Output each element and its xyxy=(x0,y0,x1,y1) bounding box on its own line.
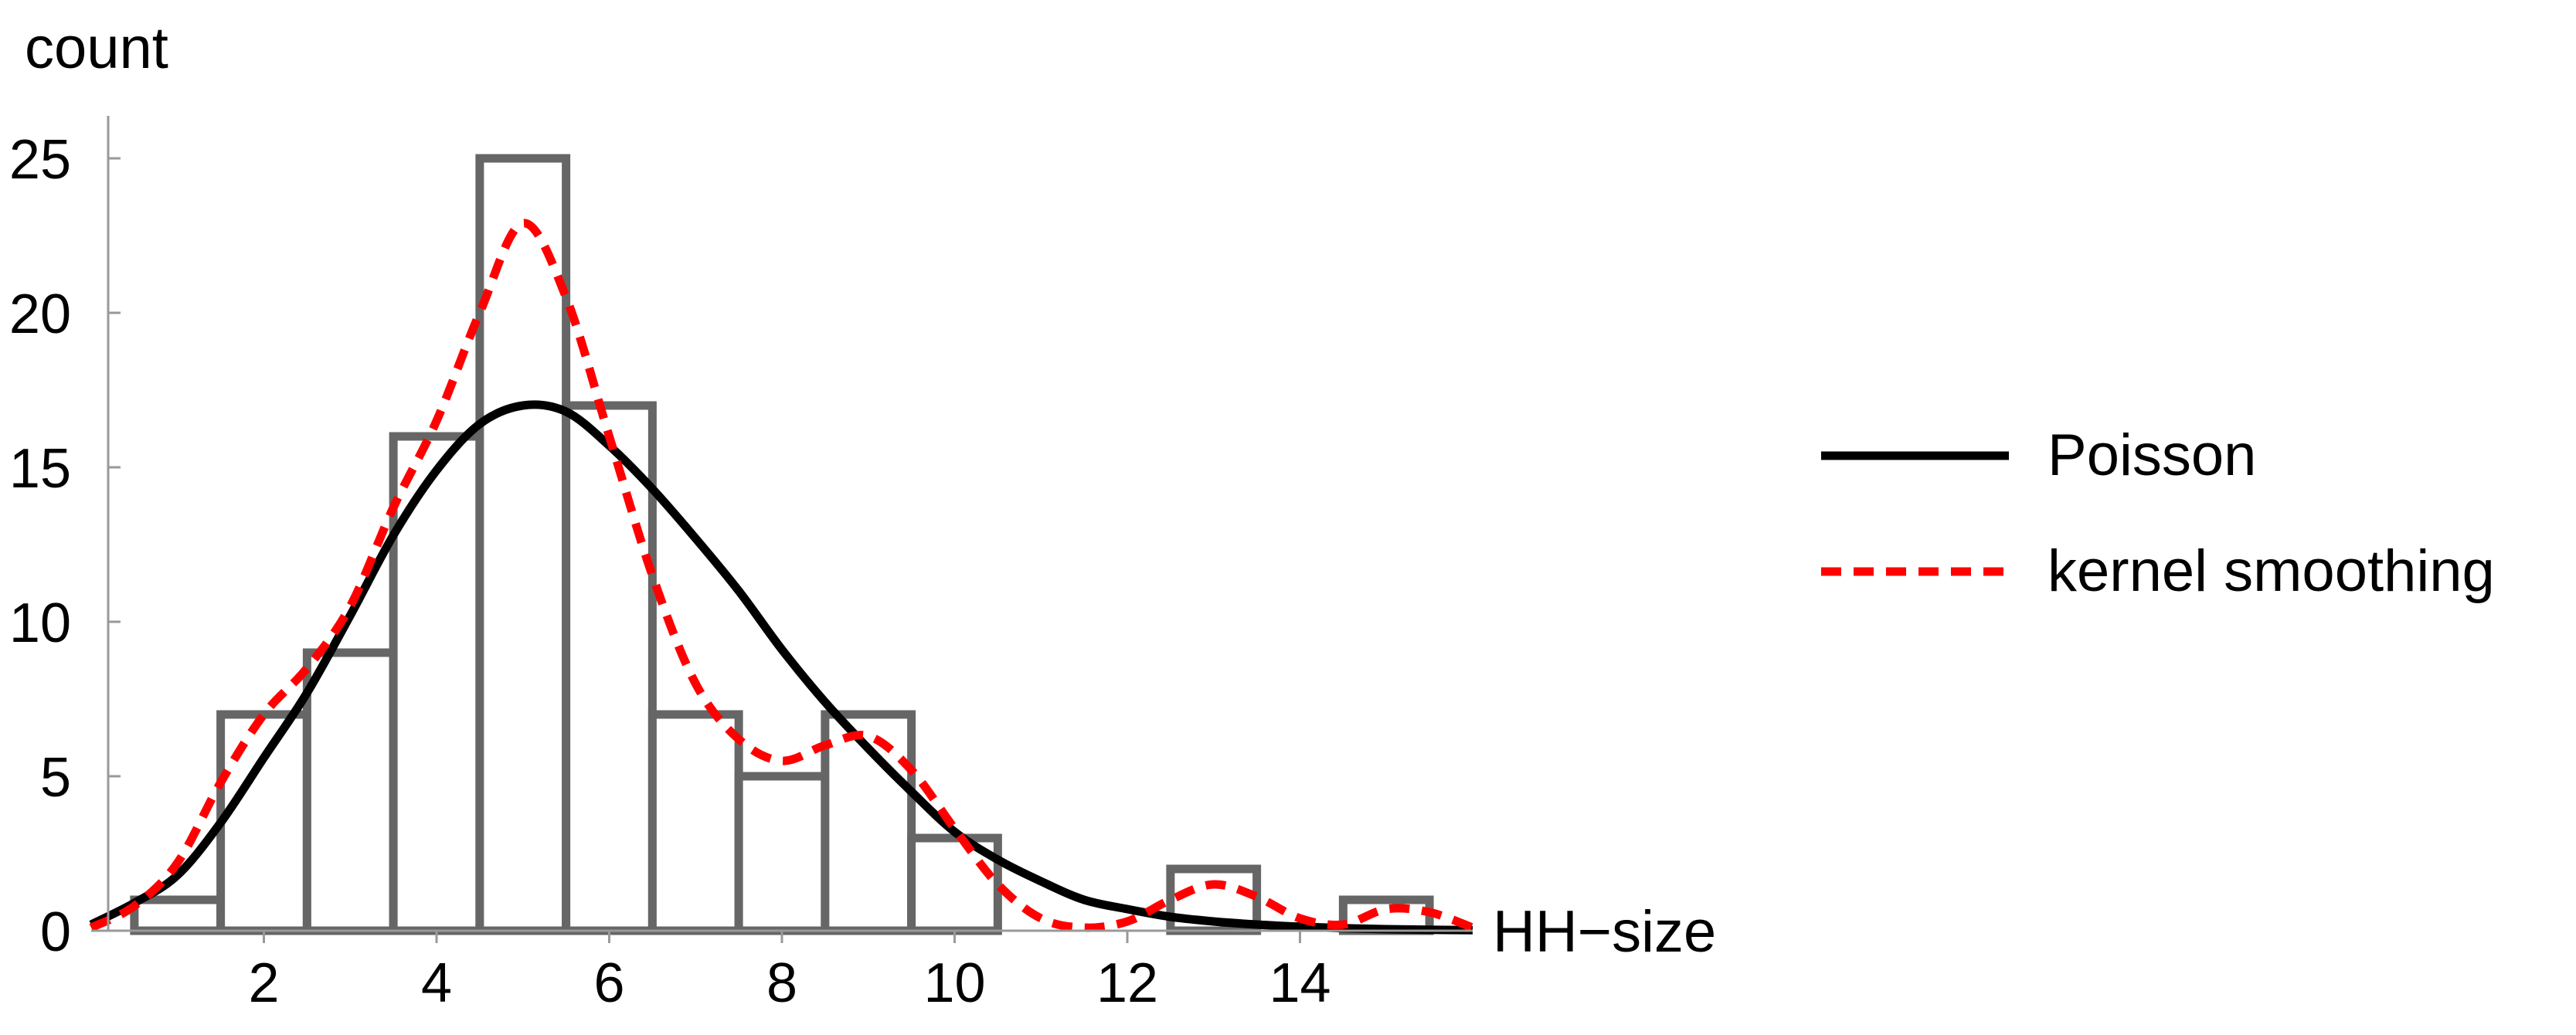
y-tick-label: 20 xyxy=(9,283,71,345)
x-axis-ticks: 2 4 6 8 10 12 14 xyxy=(248,931,1331,1014)
legend: Poisson kernel smoothing xyxy=(1821,422,2495,604)
axes: 2 4 6 8 10 12 14 0 5 10 15 20 25 xyxy=(9,116,1473,1014)
y-tick-label: 10 xyxy=(9,592,71,654)
histogram-bars xyxy=(130,154,1434,935)
histogram-bar xyxy=(734,772,830,935)
x-tick-label: 8 xyxy=(766,952,797,1014)
x-axis-title: HH−size xyxy=(1493,899,1716,965)
histogram-bar xyxy=(647,710,743,935)
x-tick-label: 12 xyxy=(1096,952,1158,1014)
y-tick-label: 5 xyxy=(40,747,71,809)
histogram-bar xyxy=(216,710,311,935)
y-axis-title: count xyxy=(25,15,168,81)
y-tick-label: 0 xyxy=(40,901,71,963)
y-axis-ticks: 0 5 10 15 20 25 xyxy=(9,129,121,963)
fitted-curves xyxy=(89,219,1474,935)
legend-item-poisson: Poisson xyxy=(1821,422,2256,488)
legend-item-kernel-smoothing: kernel smoothing xyxy=(1821,538,2495,604)
x-tick-label: 6 xyxy=(593,952,624,1014)
histogram-bar xyxy=(562,401,657,935)
y-tick-label: 25 xyxy=(9,129,71,191)
series-line-kernel-smoothing xyxy=(89,219,1474,932)
x-tick-label: 4 xyxy=(421,952,452,1014)
histogram-bar xyxy=(907,833,1002,935)
histogram-bar xyxy=(302,648,398,935)
x-tick-label: 14 xyxy=(1269,952,1330,1014)
series-line-poisson xyxy=(89,400,1473,935)
x-tick-label: 10 xyxy=(923,952,985,1014)
legend-label-kernel-smoothing: kernel smoothing xyxy=(2048,538,2495,604)
x-tick-label: 2 xyxy=(248,952,279,1014)
histogram-bar xyxy=(130,895,226,935)
y-tick-label: 15 xyxy=(9,438,71,500)
legend-label-poisson: Poisson xyxy=(2048,422,2256,488)
